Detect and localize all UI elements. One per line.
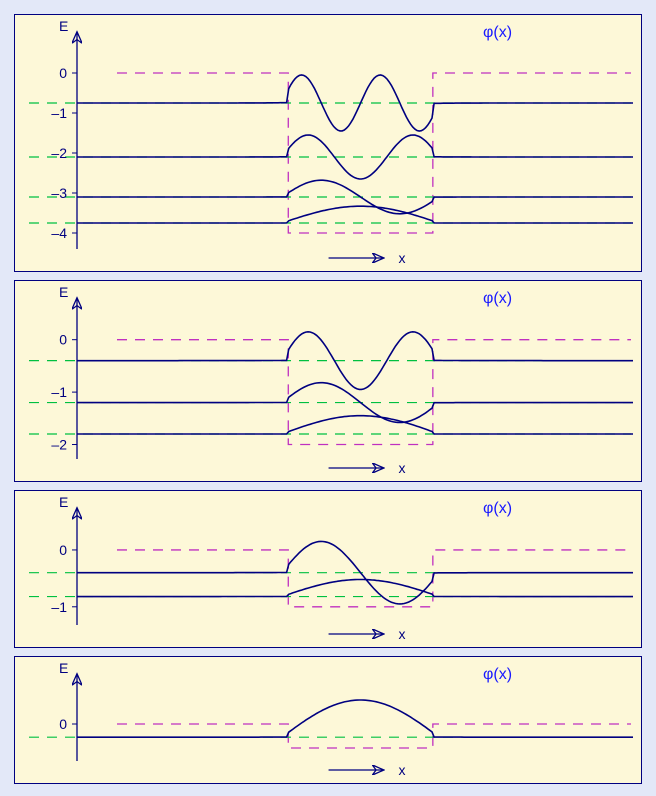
y-tick-label: –2 bbox=[51, 145, 67, 161]
panel-0: 0 –1 –2 –3 –4 Eφ(x) x bbox=[14, 14, 642, 272]
y-tick-label: –1 bbox=[51, 105, 67, 121]
x-axis-label: x bbox=[399, 250, 406, 266]
y-tick-label: 0 bbox=[59, 716, 67, 732]
y-tick-label: 0 bbox=[59, 65, 67, 81]
y-tick-label: –1 bbox=[51, 384, 67, 400]
x-axis-label: x bbox=[399, 762, 406, 778]
potential-well bbox=[117, 724, 631, 748]
panel-title: φ(x) bbox=[483, 290, 512, 307]
y-tick-label: –2 bbox=[51, 437, 67, 453]
panel-title: φ(x) bbox=[483, 666, 512, 683]
wavefunction-0 bbox=[77, 700, 633, 737]
y-tick-label: –4 bbox=[51, 225, 67, 241]
x-axis-label: x bbox=[399, 460, 406, 476]
y-tick-label: –3 bbox=[51, 185, 67, 201]
x-axis-label: x bbox=[399, 626, 406, 642]
panel-2: 0 –1 Eφ(x) x bbox=[14, 490, 642, 648]
panel-title: φ(x) bbox=[483, 500, 512, 517]
y-tick-label: –1 bbox=[51, 599, 67, 615]
panel-3: 0 Eφ(x) x bbox=[14, 656, 642, 784]
wavefunction-0 bbox=[77, 416, 633, 434]
y-tick-label: 0 bbox=[59, 542, 67, 558]
y-axis-label: E bbox=[59, 660, 68, 676]
y-axis-label: E bbox=[59, 284, 68, 300]
wavefunction-0 bbox=[77, 206, 633, 223]
potential-well bbox=[117, 550, 631, 607]
wavefunction-0 bbox=[77, 580, 633, 597]
y-tick-label: 0 bbox=[59, 332, 67, 348]
panel-title: φ(x) bbox=[483, 24, 512, 41]
potential-well bbox=[117, 340, 631, 445]
y-axis-label: E bbox=[59, 18, 68, 34]
y-axis-label: E bbox=[59, 494, 68, 510]
potential-well bbox=[117, 73, 631, 233]
panel-1: 0 –1 –2 Eφ(x) x bbox=[14, 280, 642, 482]
